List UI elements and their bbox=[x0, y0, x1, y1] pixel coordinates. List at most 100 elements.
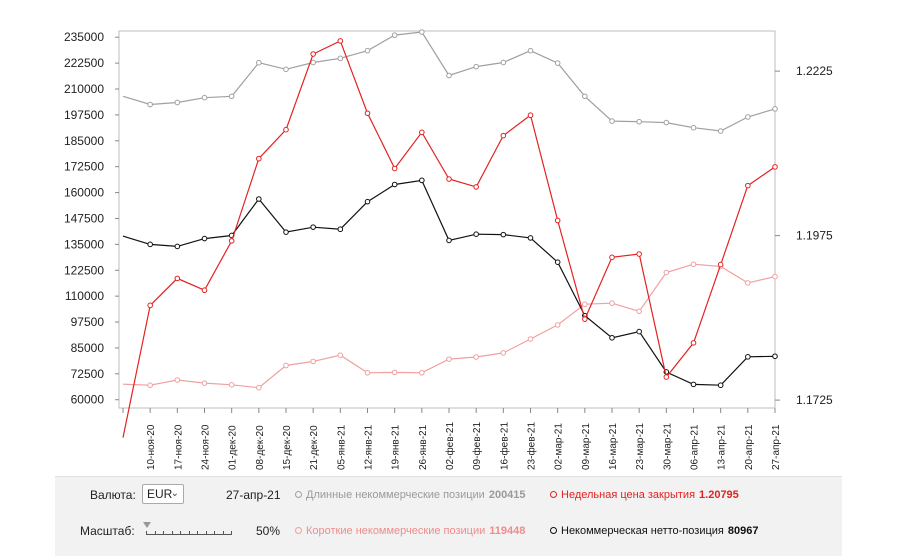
series-3-point bbox=[228, 238, 235, 244]
x-tick-label: 13-апр-21 bbox=[717, 424, 728, 470]
right-axis: 1.2225 1.1975 1.1725 bbox=[775, 64, 833, 407]
scale-tick bbox=[163, 531, 164, 535]
series-1-point bbox=[554, 322, 561, 328]
x-tick-label: 05-янв-21 bbox=[336, 424, 347, 470]
x-tick-label: 16-фев-21 bbox=[498, 422, 510, 470]
series-2-point bbox=[446, 237, 452, 244]
series-0-point bbox=[391, 32, 398, 38]
legend-short-marker bbox=[295, 526, 302, 534]
series-0-point bbox=[364, 47, 371, 54]
series-3-point bbox=[527, 112, 534, 119]
x-tick-label: 30-мар-21 bbox=[662, 423, 673, 470]
x-tick-label: 16-мар-21 bbox=[608, 423, 619, 470]
series-2-point bbox=[772, 353, 778, 360]
left-tick-label: 72500 bbox=[71, 367, 105, 381]
series-1-point bbox=[364, 369, 371, 376]
x-tick-label: 02-фев-21 bbox=[444, 422, 456, 470]
scale-label: Масштаб: bbox=[80, 524, 135, 538]
left-tick-label: 60000 bbox=[71, 393, 105, 407]
legend-long-positions[interactable]: Длинные некоммерческие позиции 200415 bbox=[295, 489, 526, 501]
currency-value: EUR bbox=[147, 487, 173, 501]
legend-net-marker bbox=[550, 526, 557, 534]
series-3-point bbox=[745, 182, 751, 189]
series-2-point bbox=[147, 241, 153, 248]
series-2-point bbox=[283, 229, 289, 235]
series-1-point bbox=[745, 280, 751, 286]
x-tick-label: 23-мар-21 bbox=[635, 423, 646, 470]
left-tick-label: 122500 bbox=[64, 263, 104, 277]
series-1-point bbox=[446, 356, 452, 362]
series-1-point bbox=[391, 369, 398, 376]
series-2-point bbox=[636, 328, 642, 335]
legend-net-position[interactable]: Некоммерческая нетто-позиция 80967 bbox=[550, 525, 758, 537]
series-0-point bbox=[256, 59, 262, 66]
series-1-point bbox=[337, 352, 344, 358]
series-1-point bbox=[473, 354, 479, 360]
scale-slider[interactable] bbox=[143, 522, 232, 536]
x-axis: 10-ноя-20 17-ноя-20 24-ноя-20 01-дек-20 08-д… bbox=[122, 408, 782, 470]
scale-tick bbox=[180, 531, 181, 535]
legend-long-marker bbox=[295, 490, 302, 498]
left-tick-label: 135000 bbox=[64, 237, 104, 251]
series-3-point bbox=[310, 51, 316, 57]
series-0-point bbox=[419, 29, 425, 35]
x-tick-label: 24-ноя-20 bbox=[201, 424, 212, 470]
scale-tick bbox=[188, 531, 190, 535]
left-tick-label: 172500 bbox=[64, 160, 104, 174]
series-0-point bbox=[337, 55, 344, 62]
series-2-point bbox=[554, 259, 561, 265]
series-2-point bbox=[256, 196, 262, 202]
cot-chart: 235000 222500 210000 197500 185000 172500 1600… bbox=[64, 29, 833, 470]
series-3-point bbox=[690, 340, 697, 346]
series-1-point bbox=[582, 301, 588, 308]
legend-net-value: 80967 bbox=[727, 525, 759, 537]
scale-slider-thumb[interactable] bbox=[143, 522, 151, 528]
right-tick-label: 1.1975 bbox=[796, 229, 833, 243]
series-3-point bbox=[337, 38, 344, 44]
x-tick-label: 08-дек-20 bbox=[255, 425, 266, 470]
series-0-point bbox=[174, 99, 181, 106]
series-1-point bbox=[174, 377, 181, 383]
series-1-point bbox=[283, 362, 289, 369]
series-1-point bbox=[663, 269, 670, 276]
series-2-point bbox=[337, 226, 344, 233]
control-panel bbox=[55, 476, 842, 556]
series-0-point bbox=[446, 72, 452, 79]
left-tick-label: 97500 bbox=[71, 315, 105, 329]
x-tick-label: 02-мар-21 bbox=[554, 423, 565, 470]
series-0-point bbox=[527, 47, 534, 54]
series-2-point bbox=[364, 198, 371, 205]
legend-net-label: Некоммерческая нетто-позиция bbox=[561, 525, 724, 537]
legend-short-label: Короткие некоммерческие позиции bbox=[306, 525, 486, 537]
left-axis: 235000 222500 210000 197500 185000 172500 1600… bbox=[64, 30, 119, 407]
series-0-point bbox=[201, 94, 208, 101]
legend-weekly-close[interactable]: Недельная цена закрытия 1.20795 bbox=[550, 489, 739, 501]
series-3-point bbox=[201, 287, 208, 294]
series-3-point bbox=[772, 164, 778, 170]
x-tick-label: 06-апр-21 bbox=[690, 424, 701, 470]
series-2-point bbox=[745, 354, 751, 360]
series-2-point bbox=[690, 381, 697, 388]
series-3-point bbox=[174, 275, 181, 282]
series-3-point bbox=[364, 110, 371, 117]
left-tick-label: 85000 bbox=[71, 341, 105, 355]
x-tick-label: 09-мар-21 bbox=[581, 423, 592, 470]
series-0-point bbox=[663, 119, 670, 126]
selected-date: 27-апр-21 bbox=[226, 488, 281, 502]
series-2-point bbox=[527, 235, 534, 241]
series-1-point bbox=[419, 369, 425, 376]
chevron-down-icon: ⌄ bbox=[170, 488, 179, 499]
currency-select[interactable]: EUR ⌄ bbox=[142, 484, 184, 504]
series-0-point bbox=[582, 93, 588, 100]
legend-long-value: 200415 bbox=[488, 489, 526, 501]
scale-tick bbox=[222, 531, 224, 535]
scale-tick bbox=[205, 531, 207, 535]
left-tick-label: 210000 bbox=[64, 82, 104, 96]
series-1-point bbox=[147, 382, 153, 389]
series-3-point bbox=[147, 302, 153, 309]
legend-short-positions[interactable]: Короткие некоммерческие позиции 119448 bbox=[295, 525, 525, 537]
right-tick-label: 1.1725 bbox=[796, 393, 833, 407]
left-tick-label: 160000 bbox=[64, 186, 104, 200]
legend-short-value: 119448 bbox=[489, 525, 526, 537]
series-1-point bbox=[256, 384, 262, 391]
